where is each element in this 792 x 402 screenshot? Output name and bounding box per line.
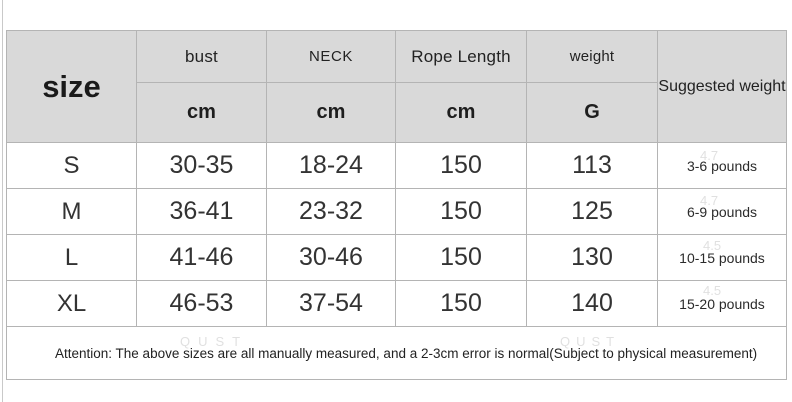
cell-suggested-weight: 6-9 pounds (657, 188, 787, 235)
footer-disclaimer: (Subject to physical measurement) (549, 345, 758, 361)
header-row-names: size bust NECK Rope Length weight Sugges… (6, 29, 787, 143)
cell-neck: 23-32 (266, 188, 396, 235)
cell-rope-length: 150 (395, 142, 527, 189)
size-chart-container: size bust NECK Rope Length weight Sugges… (6, 29, 787, 380)
cell-neck: 18-24 (266, 142, 396, 189)
header-rope-length-unit: cm (395, 82, 527, 143)
header-suggested-weight-cell: Suggested weight (657, 30, 787, 143)
cell-weight: 130 (526, 234, 658, 281)
header-weight-name: weight (526, 29, 658, 84)
footer-measurement-note: Attention: The above sizes are all manua… (55, 345, 550, 361)
cell-size: XL (6, 280, 137, 327)
cell-rope-length: 150 (395, 280, 527, 327)
cell-size: M (6, 188, 137, 235)
cell-bust: 41-46 (136, 234, 267, 281)
size-chart-table: size bust NECK Rope Length weight Sugges… (6, 29, 787, 380)
table-row: M 36-41 23-32 150 125 6-9 pounds (6, 188, 787, 235)
cell-bust: 30-35 (136, 142, 267, 189)
table-row: S 30-35 18-24 150 113 3-6 pounds (6, 142, 787, 189)
header-row-units: cm cm cm G (7, 82, 787, 143)
header-neck-name: NECK (266, 29, 396, 84)
header-size-cell: size (6, 30, 137, 143)
cell-rope-length: 150 (395, 188, 527, 235)
header-rope-length-name: Rope Length (395, 29, 527, 84)
cell-suggested-weight: 3-6 pounds (657, 142, 787, 189)
cell-weight: 113 (526, 142, 658, 189)
table-row: XL 46-53 37-54 150 140 15-20 pounds (6, 280, 787, 327)
footer-note-cell: Attention: The above sizes are all manua… (6, 326, 787, 380)
cell-size: S (6, 142, 137, 189)
cell-bust: 46-53 (136, 280, 267, 327)
cell-neck: 30-46 (266, 234, 396, 281)
cell-bust: 36-41 (136, 188, 267, 235)
cell-rope-length: 150 (395, 234, 527, 281)
header-weight-unit: G (526, 82, 658, 143)
page-edge-rule (2, 0, 3, 402)
header-bust-unit: cm (136, 82, 267, 143)
table-row: L 41-46 30-46 150 130 10-15 pounds (6, 234, 787, 281)
header-neck-unit: cm (266, 82, 396, 143)
cell-weight: 125 (526, 188, 658, 235)
cell-suggested-weight: 15-20 pounds (657, 280, 787, 327)
cell-neck: 37-54 (266, 280, 396, 327)
cell-suggested-weight: 10-15 pounds (657, 234, 787, 281)
footer-row: Attention: The above sizes are all manua… (6, 326, 787, 380)
cell-weight: 140 (526, 280, 658, 327)
header-bust-name: bust (136, 29, 267, 84)
cell-size: L (6, 234, 137, 281)
